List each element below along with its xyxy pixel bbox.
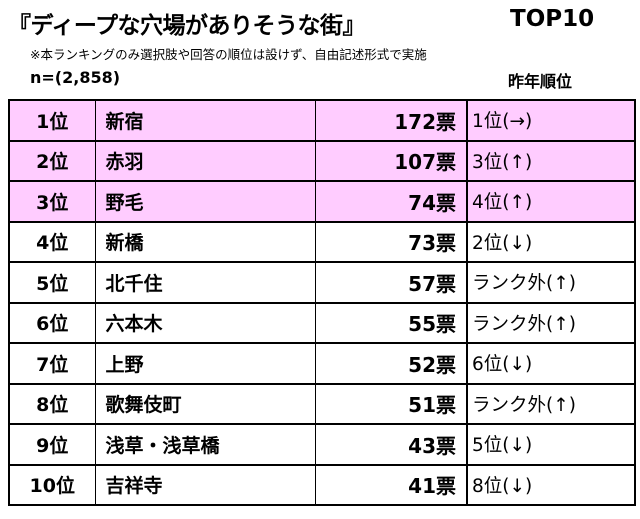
table-row: 1位 新宿 172票 1位(→) — [8, 99, 636, 141]
rank-cell: 5位 — [8, 261, 96, 303]
votes-cell: 43票 — [314, 423, 468, 465]
top10-badge: TOP10 — [510, 6, 595, 32]
votes-cell: 57票 — [314, 261, 468, 303]
rank-cell: 10位 — [8, 464, 96, 506]
table-row: 9位 浅草・浅草橋 43票 5位(↓) — [8, 423, 636, 465]
rank-cell: 2位 — [8, 140, 96, 182]
ranking-table: 1位 新宿 172票 1位(→) 2位 赤羽 107票 3位(↑) 3位 野毛 74票 4位(↑) 4位… — [8, 99, 636, 506]
rank-cell: 3位 — [8, 180, 96, 222]
area-name-cell: 六本木 — [94, 302, 316, 344]
votes-cell: 51票 — [314, 383, 468, 425]
area-name-cell: 新宿 — [94, 99, 316, 141]
prev-rank-cell: 6位(↓) — [466, 342, 636, 384]
ranking-table-body: 1位 新宿 172票 1位(→) 2位 赤羽 107票 3位(↑) 3位 野毛 74票 4位(↑) 4位… — [8, 99, 636, 506]
votes-cell: 52票 — [314, 342, 468, 384]
table-row: 5位 北千住 57票 ランク外(↑) — [8, 261, 636, 303]
area-name-cell: 上野 — [94, 342, 316, 384]
prev-rank-cell: 5位(↓) — [466, 423, 636, 465]
rank-cell: 9位 — [8, 423, 96, 465]
votes-cell: 73票 — [314, 221, 468, 263]
table-row: 4位 新橋 73票 2位(↓) — [8, 221, 636, 263]
votes-cell: 172票 — [314, 99, 468, 141]
rank-cell: 8位 — [8, 383, 96, 425]
table-row: 7位 上野 52票 6位(↓) — [8, 342, 636, 384]
area-name-cell: 新橋 — [94, 221, 316, 263]
prev-rank-cell: 1位(→) — [466, 99, 636, 141]
page-title: 『ディープな穴場がありそうな街』 — [8, 13, 366, 39]
prev-rank-cell: 2位(↓) — [466, 221, 636, 263]
prev-rank-cell: ランク外(↑) — [466, 383, 636, 425]
table-row: 2位 赤羽 107票 3位(↑) — [8, 140, 636, 182]
area-name-cell: 野毛 — [94, 180, 316, 222]
rank-cell: 6位 — [8, 302, 96, 344]
votes-cell: 74票 — [314, 180, 468, 222]
area-name-cell: 赤羽 — [94, 140, 316, 182]
table-row: 6位 六本木 55票 ランク外(↑) — [8, 302, 636, 344]
survey-note: ※本ランキングのみ選択肢や回答の順位は設けず、自由記述形式で実施 — [30, 47, 427, 62]
prev-rank-header: 昨年順位 — [508, 72, 573, 91]
area-name-cell: 吉祥寺 — [94, 464, 316, 506]
rank-cell: 4位 — [8, 221, 96, 263]
prev-rank-cell: ランク外(↑) — [466, 302, 636, 344]
prev-rank-cell: 3位(↑) — [466, 140, 636, 182]
votes-cell: 107票 — [314, 140, 468, 182]
votes-cell: 41票 — [314, 464, 468, 506]
table-row: 3位 野毛 74票 4位(↑) — [8, 180, 636, 222]
prev-rank-cell: ランク外(↑) — [466, 261, 636, 303]
rank-cell: 7位 — [8, 342, 96, 384]
area-name-cell: 浅草・浅草橋 — [94, 423, 316, 465]
title-row: 『ディープな穴場がありそうな街』 TOP10 — [8, 6, 632, 39]
table-row: 10位 吉祥寺 41票 8位(↓) — [8, 464, 636, 506]
sample-size: n=(2,858) — [30, 68, 121, 87]
votes-cell: 55票 — [314, 302, 468, 344]
prev-rank-cell: 8位(↓) — [466, 464, 636, 506]
area-name-cell: 歌舞伎町 — [94, 383, 316, 425]
table-row: 8位 歌舞伎町 51票 ランク外(↑) — [8, 383, 636, 425]
rank-cell: 1位 — [8, 99, 96, 141]
prev-rank-cell: 4位(↑) — [466, 180, 636, 222]
area-name-cell: 北千住 — [94, 261, 316, 303]
